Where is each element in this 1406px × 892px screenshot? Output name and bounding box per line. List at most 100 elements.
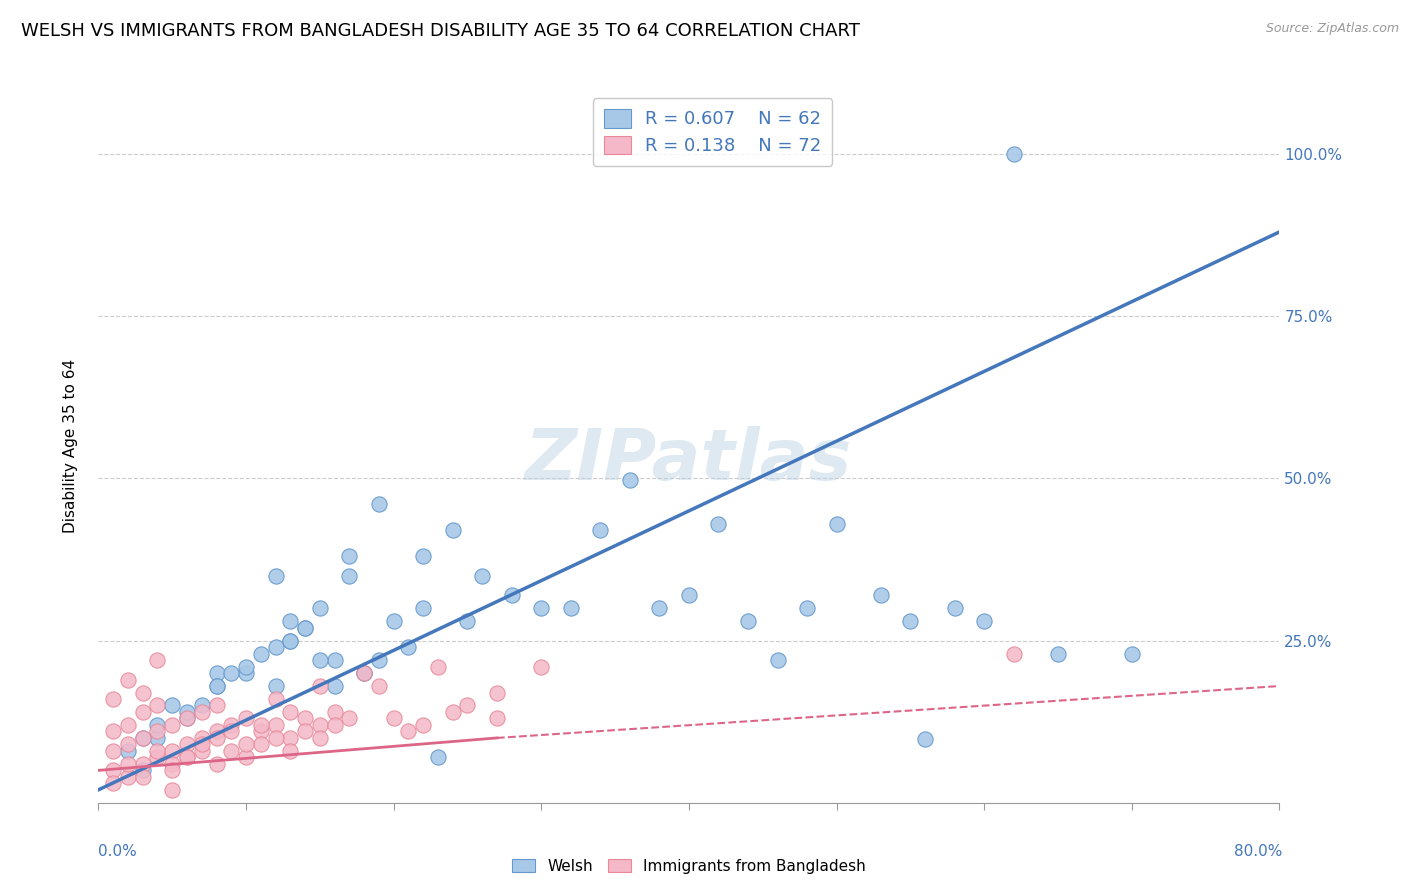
Point: [103, 764, 125, 778]
Point: [162, 764, 183, 778]
Point: [162, 756, 183, 771]
Point: [117, 756, 139, 771]
Point: [707, 516, 730, 531]
Point: [870, 588, 893, 602]
Point: [146, 698, 169, 713]
Point: [250, 647, 273, 661]
Point: [264, 640, 287, 654]
Point: [162, 782, 183, 797]
Point: [205, 724, 228, 739]
Point: [264, 679, 287, 693]
Point: [382, 711, 405, 725]
Point: [457, 614, 479, 628]
Point: [323, 653, 346, 667]
Point: [280, 705, 302, 719]
Point: [339, 549, 361, 564]
Point: [323, 718, 346, 732]
Point: [353, 666, 375, 681]
Point: [412, 601, 434, 615]
Point: [191, 738, 214, 752]
Point: [235, 711, 257, 725]
Point: [412, 718, 434, 732]
Point: [323, 705, 346, 719]
Point: [309, 679, 332, 693]
Point: [146, 744, 169, 758]
Point: [398, 724, 420, 739]
Point: [221, 744, 243, 758]
Point: [250, 738, 273, 752]
Point: [221, 666, 243, 681]
Point: [103, 724, 125, 739]
Point: [103, 692, 125, 706]
Point: [235, 666, 257, 681]
Point: [294, 621, 316, 635]
Point: [943, 601, 966, 615]
Point: [205, 731, 228, 745]
Point: [176, 705, 198, 719]
Point: [221, 724, 243, 739]
Point: [132, 756, 155, 771]
Point: [309, 731, 332, 745]
Point: [339, 711, 361, 725]
Point: [619, 473, 641, 487]
Point: [560, 601, 582, 615]
Point: [280, 633, 302, 648]
Point: [235, 738, 257, 752]
Point: [1002, 147, 1025, 161]
Point: [205, 756, 228, 771]
Point: [117, 718, 139, 732]
Point: [486, 711, 509, 725]
Point: [146, 724, 169, 739]
Legend: R = 0.607    N = 62, R = 0.138    N = 72: R = 0.607 N = 62, R = 0.138 N = 72: [593, 98, 832, 166]
Point: [309, 718, 332, 732]
Point: [530, 659, 553, 673]
Point: [294, 724, 316, 739]
Point: [309, 601, 332, 615]
Point: [132, 770, 155, 784]
Point: [162, 698, 183, 713]
Point: [250, 718, 273, 732]
Point: [146, 718, 169, 732]
Point: [146, 653, 169, 667]
Point: [280, 614, 302, 628]
Point: [294, 711, 316, 725]
Text: 0.0%: 0.0%: [98, 845, 138, 859]
Point: [368, 679, 391, 693]
Point: [427, 750, 450, 764]
Point: [162, 718, 183, 732]
Point: [368, 497, 391, 511]
Point: [353, 666, 375, 681]
Point: [589, 524, 612, 538]
Point: [205, 679, 228, 693]
Point: [441, 705, 464, 719]
Point: [530, 601, 553, 615]
Point: [103, 744, 125, 758]
Point: [914, 732, 936, 747]
Point: [146, 750, 169, 764]
Point: [280, 744, 302, 758]
Point: [191, 705, 214, 719]
Point: [486, 685, 509, 699]
Point: [648, 601, 671, 615]
Point: [766, 653, 789, 667]
Point: [353, 666, 375, 681]
Point: [235, 750, 257, 764]
Point: [117, 673, 139, 687]
Point: [412, 549, 434, 564]
Point: [900, 614, 922, 628]
Point: [1121, 647, 1143, 661]
Point: [176, 738, 198, 752]
Point: [191, 744, 214, 758]
Point: [117, 744, 139, 758]
Point: [398, 640, 420, 654]
Point: [162, 744, 183, 758]
Point: [103, 776, 125, 790]
Point: [368, 653, 391, 667]
Point: [1002, 647, 1025, 661]
Point: [471, 568, 494, 582]
Point: [441, 524, 464, 538]
Point: [132, 731, 155, 745]
Point: [176, 711, 198, 725]
Point: [264, 731, 287, 745]
Point: [280, 731, 302, 745]
